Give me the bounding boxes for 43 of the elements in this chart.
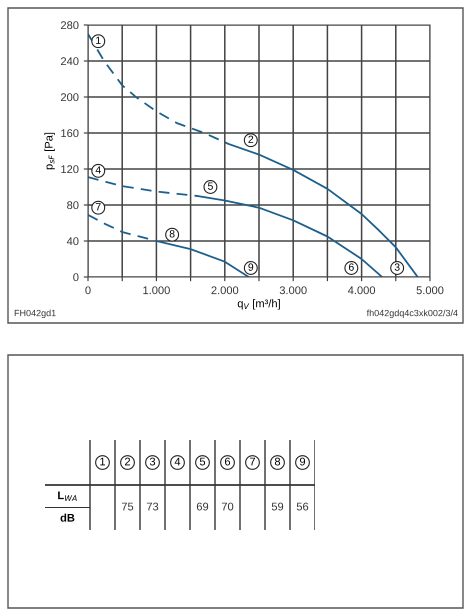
x-tick-label: 3.000 bbox=[280, 286, 307, 294]
x-tick-label: 4 bbox=[174, 458, 180, 466]
y-tick-label: 240 bbox=[60, 57, 79, 66]
annotation: 2 bbox=[248, 136, 254, 143]
y-tick-label: 280 bbox=[60, 21, 79, 30]
annotation: 4 bbox=[96, 166, 101, 174]
annotation: 3 bbox=[394, 263, 400, 271]
text: fh042gdq4c3xk002/3/4 bbox=[366, 310, 458, 318]
x-tick-label: 5 bbox=[200, 458, 206, 466]
annotation: 7 bbox=[96, 203, 101, 210]
x-tick-label: 1.000 bbox=[143, 286, 170, 294]
annotation: 6 bbox=[348, 263, 354, 271]
y-tick-label: 160 bbox=[61, 129, 79, 138]
annotation: 1 bbox=[96, 36, 101, 44]
x-tick-label: 5.000 bbox=[416, 286, 444, 294]
category-label: L$_{WA}$ dB bbox=[58, 491, 77, 522]
data-label: 70 bbox=[222, 502, 234, 510]
x-axis-title: q$_{V}$ [m³/h] bbox=[238, 299, 280, 310]
x-tick-label: 2 bbox=[124, 458, 130, 466]
x-tick-label: 7 bbox=[250, 458, 256, 466]
x-tick-label: 4.000 bbox=[348, 286, 376, 294]
data-label: 75 bbox=[122, 502, 134, 510]
text: FH042gd1 bbox=[14, 310, 56, 318]
y-tick-label: 0 bbox=[73, 273, 79, 282]
data-label: 69 bbox=[196, 502, 208, 510]
data-label: 56 bbox=[296, 502, 308, 510]
x-tick-label: 6 bbox=[224, 458, 230, 466]
x-tick-label: 8 bbox=[274, 458, 280, 466]
y-tick-label: 40 bbox=[66, 237, 79, 246]
y-tick-label: 80 bbox=[67, 201, 79, 210]
x-tick-label: 3 bbox=[150, 458, 156, 466]
data-label: 73 bbox=[146, 502, 158, 510]
x-tick-label: 2.000 bbox=[211, 286, 238, 294]
y-tick-label: 120 bbox=[61, 165, 79, 174]
annotation: 9 bbox=[248, 263, 254, 271]
y-tick-label: 200 bbox=[60, 93, 79, 102]
x-tick-label: 1 bbox=[100, 458, 106, 466]
annotation: 8 bbox=[170, 230, 175, 238]
data-label: 59 bbox=[272, 502, 284, 510]
x-tick-label: 9 bbox=[300, 458, 306, 466]
annotation: 5 bbox=[208, 182, 213, 190]
x-tick-label: 0 bbox=[85, 286, 91, 294]
y-axis-title: p$_{sF}$ [Pa] bbox=[44, 132, 55, 170]
